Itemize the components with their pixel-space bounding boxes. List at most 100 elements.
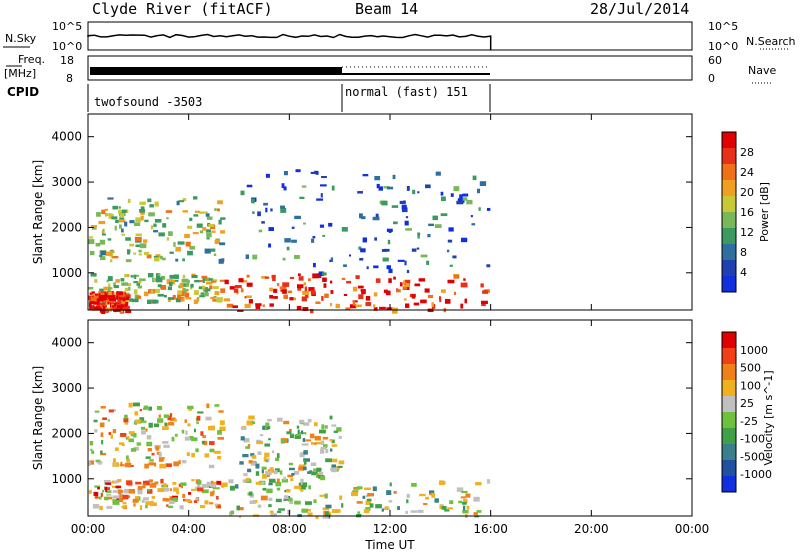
data-cell: [303, 422, 310, 426]
data-cell: [279, 286, 287, 290]
data-cell: [486, 264, 491, 268]
data-cell: [419, 493, 426, 497]
data-cell: [373, 307, 378, 311]
data-cell: [169, 488, 173, 491]
data-cell: [209, 502, 214, 505]
data-cell: [202, 227, 207, 231]
velocity-colorbar-tick: 100: [740, 379, 761, 392]
data-cell: [119, 216, 125, 220]
data-cell: [229, 286, 235, 290]
data-cell: [319, 224, 325, 228]
data-cell: [286, 246, 290, 251]
data-cell: [256, 441, 264, 445]
data-cell: [249, 491, 253, 496]
data-cell: [461, 490, 468, 494]
data-cell: [103, 479, 111, 485]
power-colorbar-segment: [722, 244, 736, 260]
data-cell: [193, 500, 198, 503]
data-cell: [406, 499, 409, 504]
data-cell: [90, 272, 97, 277]
data-cell: [104, 208, 109, 211]
data-cell: [372, 486, 377, 492]
data-cell: [196, 415, 201, 421]
data-cell: [139, 208, 146, 213]
data-cell: [117, 299, 122, 305]
data-cell: [250, 453, 255, 457]
data-cell: [246, 282, 253, 287]
data-cell: [133, 252, 137, 255]
data-cell: [183, 282, 190, 287]
power-colorbar-tick: 24: [740, 166, 754, 179]
data-cell: [216, 208, 220, 212]
data-cell: [246, 295, 252, 298]
data-cell: [191, 437, 198, 442]
data-cell: [97, 487, 100, 490]
data-cell: [458, 500, 463, 504]
data-cell: [154, 201, 159, 207]
data-cell: [294, 255, 300, 259]
data-cell: [173, 242, 176, 247]
data-cell: [155, 277, 163, 283]
data-cell: [358, 294, 364, 300]
data-cell: [257, 211, 261, 217]
data-cell: [145, 501, 153, 506]
data-cell: [134, 496, 139, 501]
data-cell: [424, 288, 430, 293]
data-cell: [229, 485, 235, 491]
data-cell: [298, 464, 306, 468]
data-cell: [325, 511, 329, 517]
data-cell: [453, 274, 460, 279]
data-cell: [114, 480, 120, 484]
data-cell: [302, 482, 308, 488]
data-cell: [462, 197, 468, 201]
data-cell: [95, 242, 101, 247]
data-cell: [205, 213, 210, 217]
data-cell: [184, 288, 189, 292]
data-cell: [247, 468, 252, 473]
data-cell: [150, 290, 154, 293]
data-cell: [128, 488, 135, 494]
y-tick-label: 4000: [51, 130, 82, 144]
power-colorbar-segment: [722, 276, 736, 292]
data-cell: [273, 470, 278, 475]
data-cell: [333, 430, 339, 433]
data-cell: [115, 485, 122, 489]
data-cell: [269, 303, 274, 307]
data-cell: [157, 273, 161, 277]
data-cell: [206, 232, 212, 238]
data-cell: [297, 429, 300, 435]
data-cell: [383, 186, 390, 189]
data-cell: [90, 297, 97, 301]
data-cell: [280, 289, 283, 292]
data-cell: [110, 434, 113, 439]
data-cell: [107, 286, 111, 292]
data-cell: [366, 498, 372, 502]
data-cell: [251, 198, 255, 204]
data-cell: [168, 299, 171, 303]
data-cell: [101, 230, 105, 234]
data-cell: [297, 285, 302, 291]
data-cell: [157, 284, 162, 287]
data-cell: [359, 257, 364, 261]
data-cell: [440, 289, 446, 293]
data-cell: [276, 487, 281, 491]
data-cell: [261, 276, 267, 279]
data-cell: [299, 485, 306, 490]
data-cell: [473, 512, 478, 515]
data-cell: [166, 504, 169, 507]
data-cell: [184, 499, 191, 502]
data-cell: [100, 450, 103, 455]
data-cell: [486, 207, 491, 211]
data-cell: [442, 481, 446, 485]
data-cell: [387, 239, 391, 245]
data-cell: [310, 171, 316, 175]
velocity-colorbar-label: Velocity [m s^-1]: [762, 370, 775, 465]
data-cell: [177, 294, 181, 299]
data-cell: [291, 226, 295, 229]
data-cell: [204, 248, 211, 254]
data-cell: [162, 223, 167, 228]
data-cell: [282, 282, 290, 287]
data-cell: [92, 291, 96, 294]
data-cell: [193, 196, 198, 200]
data-cell: [232, 305, 238, 308]
